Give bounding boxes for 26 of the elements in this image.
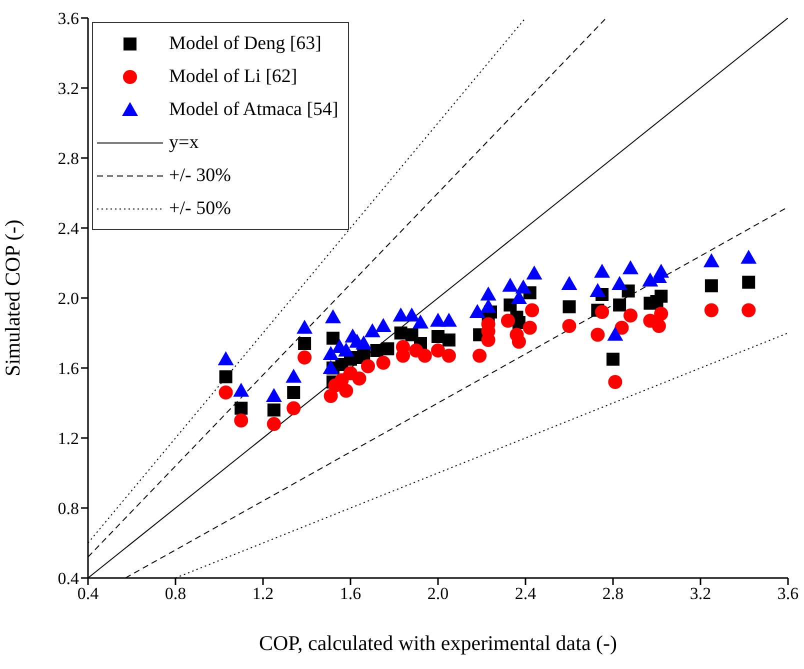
y-tick-label: 1.2 (58, 429, 79, 448)
legend-label: +/- 50% (169, 198, 231, 220)
y-axis-title: Simulated COP (-) (0, 220, 24, 376)
x-tick-label: 0.8 (164, 584, 186, 604)
x-tick-label: 3.6 (777, 584, 799, 604)
y-tick-label: 1.6 (58, 359, 79, 378)
y-tick-label: 3.6 (58, 9, 79, 28)
x-tick-label: 1.6 (340, 584, 362, 604)
legend-label: +/- 30% (169, 164, 231, 186)
x-tick-label: 2.0 (427, 584, 449, 604)
y-tick-label: 2.4 (58, 219, 80, 238)
legend-label: y=x (169, 132, 199, 154)
x-tick-label: 2.8 (602, 584, 624, 604)
legend-label: Model of Atmaca [54] (169, 98, 338, 120)
y-tick-label: 2.0 (58, 289, 79, 308)
legend-label: Model of Li [62] (169, 66, 298, 88)
legend-label: Model of Deng [63] (169, 32, 322, 54)
x-tick-label: 3.2 (690, 584, 712, 604)
y-tick-label: 3.2 (58, 79, 79, 98)
y-tick-label: 2.8 (58, 149, 79, 168)
x-tick-label: 0.4 (77, 584, 100, 604)
y-tick-label: 0.8 (58, 499, 79, 518)
x-axis-title: COP, calculated with experimental data (-) (258, 631, 618, 655)
y-tick-label: 0.4 (58, 569, 80, 588)
x-tick-label: 2.4 (514, 584, 537, 604)
x-tick-label: 1.2 (252, 584, 274, 604)
